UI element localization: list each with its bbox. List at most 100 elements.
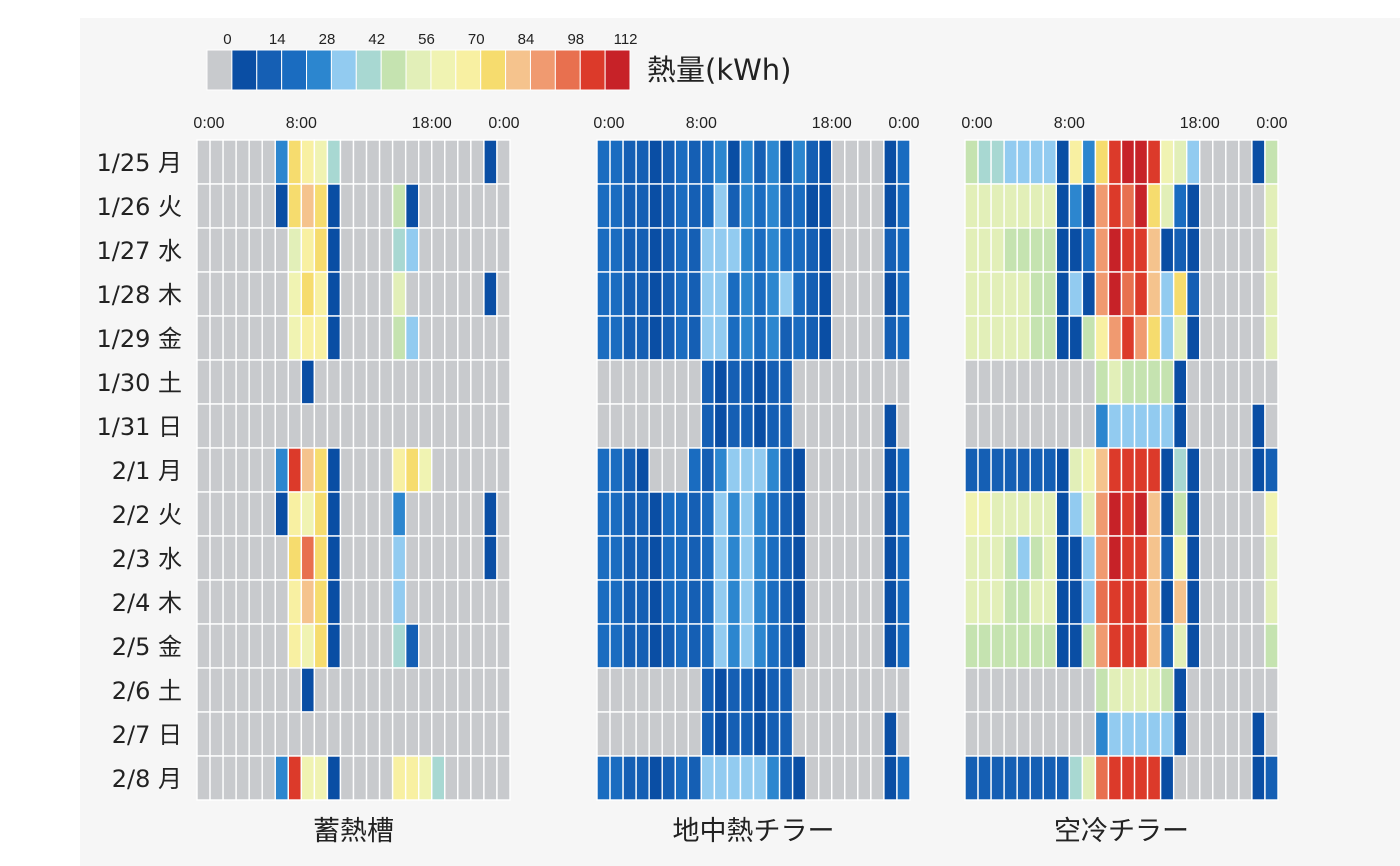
heatmap-cell xyxy=(778,755,794,801)
heatmap-cell xyxy=(196,271,211,317)
heatmap-cell xyxy=(713,271,729,317)
heatmap-cell xyxy=(274,227,289,273)
heatmap-cell xyxy=(1003,579,1018,625)
heatmap-cell xyxy=(831,755,846,801)
heatmap-cell xyxy=(1251,227,1266,273)
time-tick-label: 0:00 xyxy=(193,115,224,132)
heatmap-cell xyxy=(844,623,859,669)
heatmap-cell xyxy=(648,667,663,713)
heatmap-cell xyxy=(870,227,885,273)
heatmap-cell xyxy=(687,447,703,493)
heatmap-cell xyxy=(1107,271,1123,317)
heatmap-cell xyxy=(883,315,898,361)
heatmap-cell xyxy=(831,139,846,185)
heatmap-cell xyxy=(818,447,833,493)
heatmap-cell xyxy=(326,271,342,317)
heatmap-cell xyxy=(1003,755,1018,801)
heatmap-cell xyxy=(1055,359,1071,405)
heatmap-cell xyxy=(391,315,407,361)
heatmap-cell xyxy=(1081,623,1097,669)
heatmap-cell xyxy=(804,711,820,757)
heatmap-cell xyxy=(765,315,781,361)
heatmap-cell xyxy=(1029,447,1044,493)
heatmap-cell xyxy=(235,315,250,361)
heatmap-cell xyxy=(1225,447,1240,493)
heatmap-cell xyxy=(300,755,316,801)
heatmap-cell xyxy=(326,579,342,625)
panel-title: 地中熱チラー xyxy=(673,816,835,847)
heatmap-cell xyxy=(687,403,703,449)
heatmap-cell xyxy=(1042,227,1057,273)
heatmap-cell xyxy=(609,315,624,361)
heatmap-cell xyxy=(274,711,289,757)
heatmap-cell xyxy=(990,271,1005,317)
heatmap-cell xyxy=(713,315,729,361)
heatmap-cell xyxy=(196,491,211,537)
heatmap-cell xyxy=(1016,403,1031,449)
heatmap-cell xyxy=(352,755,368,801)
heatmap-cell xyxy=(977,139,992,185)
heatmap-cell xyxy=(674,403,689,449)
heatmap-cell xyxy=(444,535,459,581)
heatmap-cell xyxy=(1081,403,1097,449)
legend-swatch xyxy=(554,49,581,91)
heatmap-cell xyxy=(726,535,742,581)
heatmap-cell xyxy=(313,711,329,757)
heatmap-cell xyxy=(791,667,807,713)
heatmap-cell xyxy=(1159,535,1175,581)
heatmap-cell xyxy=(977,271,992,317)
heatmap-cell xyxy=(609,755,624,801)
heatmap-cell xyxy=(883,227,898,273)
legend-swatch xyxy=(529,49,556,91)
heatmap-cell xyxy=(248,623,263,669)
heatmap-cell xyxy=(1042,403,1057,449)
heatmap-cell xyxy=(300,667,316,713)
time-tick-label: 0:00 xyxy=(888,115,919,132)
heatmap-cell xyxy=(222,535,237,581)
heatmap-cell xyxy=(470,711,485,757)
heatmap-cell xyxy=(1172,711,1188,757)
heatmap-cell xyxy=(209,755,224,801)
heatmap-cell xyxy=(804,271,820,317)
heatmap-cell xyxy=(496,535,511,581)
heatmap-cell xyxy=(1016,139,1031,185)
heatmap-cell xyxy=(470,315,485,361)
heatmap-cell xyxy=(831,403,846,449)
heatmap-cell xyxy=(274,139,289,185)
heatmap-cell xyxy=(1094,623,1110,669)
heatmap-cell xyxy=(1094,139,1110,185)
heatmap-cell xyxy=(444,271,459,317)
heatmap-cell xyxy=(431,755,446,801)
heatmap-cell xyxy=(1107,139,1123,185)
heatmap-cell xyxy=(300,139,316,185)
heatmap-cell xyxy=(1264,755,1279,801)
row-label: 1/31 日 xyxy=(96,413,182,441)
heatmap-cell xyxy=(1003,359,1018,405)
heatmap-cell xyxy=(196,403,211,449)
heatmap-cell xyxy=(1081,579,1097,625)
heatmap-cell xyxy=(648,535,663,581)
heatmap-cell xyxy=(635,667,650,713)
heatmap-cell xyxy=(700,183,716,229)
heatmap-cell xyxy=(365,755,381,801)
color-legend: 0 14 28 42 56 70 84 98 112 熱量(kWh) xyxy=(206,31,791,91)
heatmap-cell xyxy=(726,139,742,185)
heatmap-cell xyxy=(752,623,768,669)
heatmap-cell xyxy=(1003,315,1018,361)
heatmap-cell xyxy=(870,271,885,317)
heatmap-cell xyxy=(977,491,992,537)
heatmap-cell xyxy=(470,535,485,581)
heatmap-cell xyxy=(765,623,781,669)
heatmap-cell xyxy=(1107,755,1123,801)
heatmap-cell xyxy=(896,227,911,273)
heatmap-cell xyxy=(1094,227,1110,273)
heatmap-cell xyxy=(1107,711,1123,757)
heatmap-cell xyxy=(857,403,872,449)
heatmap-cell xyxy=(222,271,237,317)
heatmap-cell xyxy=(1094,667,1110,713)
legend-tick-label: 56 xyxy=(418,31,435,48)
heatmap-cell xyxy=(1212,403,1227,449)
heatmap-cell xyxy=(365,711,381,757)
heatmap-cell xyxy=(1055,755,1071,801)
heatmap-cell xyxy=(726,359,742,405)
